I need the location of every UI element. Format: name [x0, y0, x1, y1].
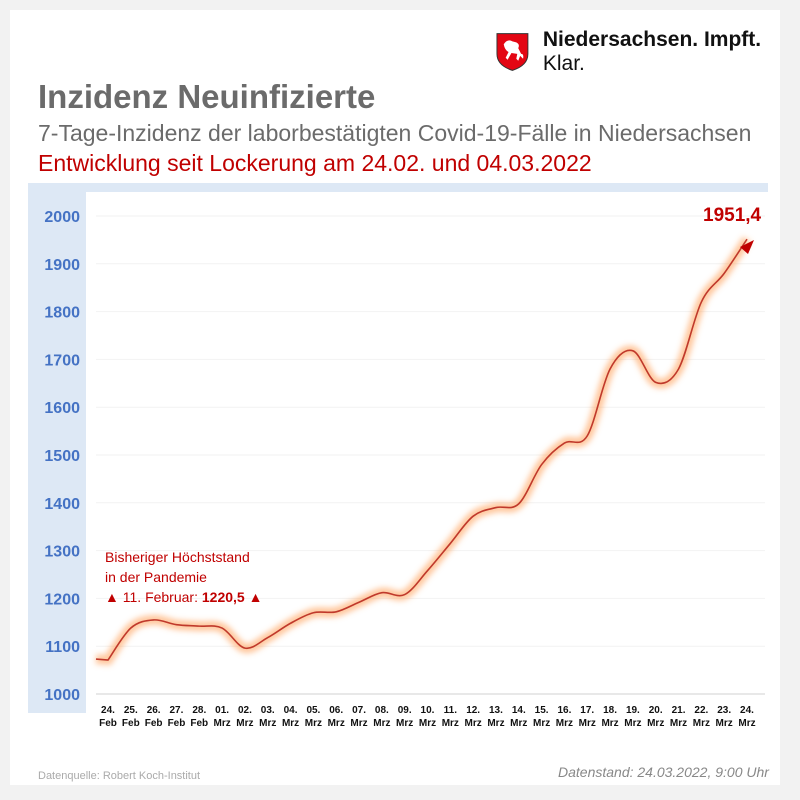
x-tick-label: 09.Mrz [396, 705, 413, 729]
x-tick-label: 05.Mrz [305, 705, 322, 729]
y-tick-label: 1100 [45, 639, 80, 656]
x-tick-label: 06.Mrz [328, 705, 345, 729]
x-tick-label: 24.Mrz [738, 705, 755, 729]
x-tick-label: 12.Mrz [465, 705, 482, 729]
x-tick-label: 03.Mrz [259, 705, 276, 729]
y-tick-label: 2000 [44, 209, 80, 226]
x-tick-label: 18.Mrz [601, 705, 618, 729]
x-tick-label: 13.Mrz [487, 705, 504, 729]
y-tick-label: 1500 [44, 448, 80, 465]
x-tick-label: 04.Mrz [282, 705, 299, 729]
y-tick-label: 1400 [44, 496, 80, 513]
x-tick-label: 27.Feb [168, 705, 186, 729]
x-tick-label: 21.Mrz [670, 705, 687, 729]
data-source: Datenquelle: Robert Koch-Institut [38, 770, 200, 782]
annotation-line2: in der Pandemie [105, 567, 262, 587]
x-tick-label: 25.Feb [122, 705, 140, 729]
top-band [28, 183, 768, 192]
triangle-up-icon: ▲ [105, 589, 119, 605]
x-tick-label: 26.Feb [145, 705, 163, 729]
x-tick-label: 15.Mrz [533, 705, 550, 729]
x-tick-label: 16.Mrz [556, 705, 573, 729]
x-tick-label: 02.Mrz [236, 705, 253, 729]
data-date: Datenstand: 24.03.2022, 9:00 Uhr [558, 764, 769, 780]
annotation-line3: ▲ 11. Februar: 1220,5 ▲ [105, 587, 262, 607]
x-tick-label: 19.Mrz [624, 705, 641, 729]
x-tick-label: 24.Feb [99, 705, 117, 729]
y-tick-label: 1200 [44, 591, 80, 608]
y-tick-label: 1700 [44, 352, 80, 369]
y-tick-label: 1000 [44, 687, 80, 704]
x-tick-label: 11.Mrz [442, 705, 459, 729]
last-value-label: 1951,4 [703, 205, 761, 227]
annotation-line1: Bisheriger Höchststand [105, 547, 262, 567]
x-tick-label: 20.Mrz [647, 705, 664, 729]
x-tick-label: 08.Mrz [373, 705, 390, 729]
y-tick-label: 1900 [44, 257, 80, 274]
triangle-up-icon: ▲ [249, 589, 263, 605]
x-tick-label: 28.Feb [190, 705, 208, 729]
x-tick-label: 07.Mrz [350, 705, 367, 729]
x-tick-label: 22.Mrz [693, 705, 710, 729]
x-tick-label: 10.Mrz [419, 705, 436, 729]
y-tick-label: 1600 [44, 400, 80, 417]
x-tick-label: 14.Mrz [510, 705, 527, 729]
x-tick-label: 01.Mrz [213, 705, 230, 729]
y-tick-label: 1800 [44, 305, 80, 322]
y-tick-label: 1300 [44, 544, 80, 561]
annotation: Bisheriger Höchststand in der Pandemie ▲… [105, 547, 262, 607]
x-tick-label: 17.Mrz [579, 705, 596, 729]
x-tick-label: 23.Mrz [716, 705, 733, 729]
